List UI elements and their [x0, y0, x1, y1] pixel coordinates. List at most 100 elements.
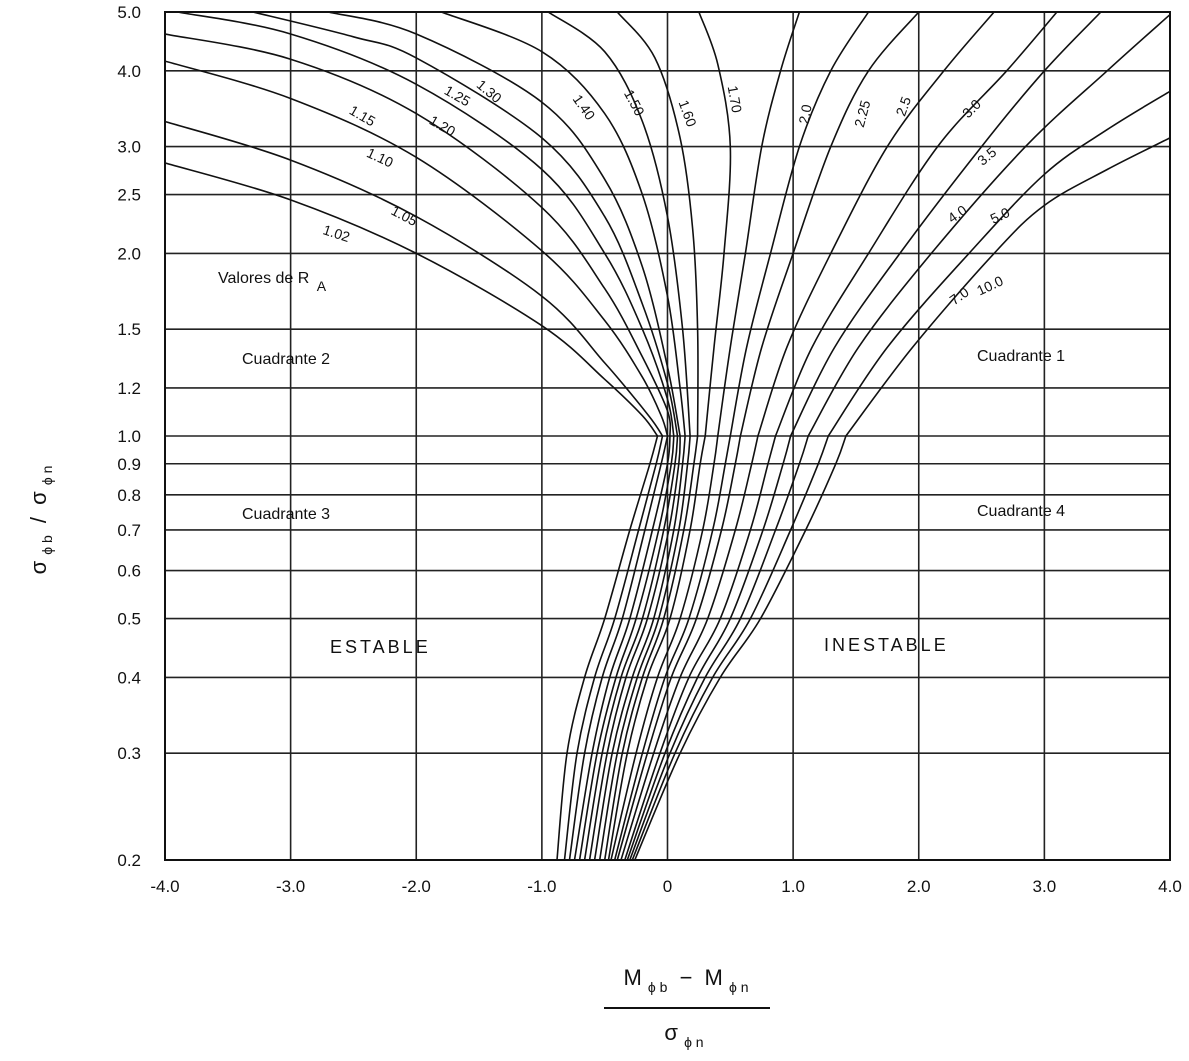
series-1.60	[603, 12, 699, 860]
series-title-sub: A	[317, 278, 327, 294]
plot-frame	[164, 11, 1171, 861]
series-lower-line	[573, 435, 671, 860]
x-axis-den-sub: ϕ n	[684, 1034, 704, 1050]
series-5.0	[629, 14, 1170, 860]
series-lower-line	[613, 435, 732, 860]
curve-value-label: 1.10	[364, 144, 396, 170]
series-upper-line	[252, 12, 679, 437]
series-lower-line	[616, 435, 742, 860]
series-1.15	[165, 33, 672, 860]
x-axis-numerator: M ϕ b − M ϕ n	[623, 965, 748, 997]
x-tick-label: -2.0	[402, 877, 431, 896]
series-upper-line	[739, 12, 920, 437]
x-axis-num-sub2: ϕ n	[729, 979, 749, 995]
y-tick-label: 4.0	[117, 62, 141, 81]
stable-label: ESTABLE	[330, 637, 431, 657]
series-1.02	[165, 162, 659, 860]
series-upper-line	[757, 12, 995, 437]
series-lower-line	[578, 435, 675, 860]
series-lower-line	[603, 435, 699, 860]
series-1.70	[607, 12, 732, 860]
series-title: Valores de R A	[218, 270, 327, 294]
series-upper-line	[807, 14, 1170, 437]
curve-value-label: 10.0	[974, 272, 1006, 298]
series-lower-line	[588, 435, 681, 860]
series-lower-line	[634, 435, 847, 860]
curve-labels: 1.021.051.101.15 1.201.25 1.301.40 1.50 1.60…	[321, 76, 1012, 308]
x-tick-label: 0	[663, 877, 672, 896]
y-tick-label: 1.0	[117, 427, 141, 446]
y-tick-label: 1.2	[117, 379, 141, 398]
x-axis-num-main2: M	[705, 965, 723, 990]
series-lower-line	[556, 435, 659, 860]
y-tick-label: 0.3	[117, 744, 141, 763]
x-axis-denominator: σ ϕ n	[664, 1020, 703, 1050]
curve-value-label: 2.5	[892, 94, 914, 118]
series-2.0	[610, 12, 801, 860]
series-upper-line	[789, 12, 1102, 437]
curve-value-label: 3.5	[974, 144, 999, 169]
series-upper-line	[845, 137, 1170, 437]
x-axis-title: M ϕ b − M ϕ n σ ϕ n	[604, 965, 770, 1050]
y-tick-label: 0.2	[117, 851, 141, 870]
y-tick-label: 0.9	[117, 455, 141, 474]
series-10.0	[634, 137, 1170, 860]
series-lower-line	[629, 435, 809, 860]
curve-value-label: 1.30	[474, 76, 505, 106]
curve-value-label: 1.02	[321, 221, 352, 245]
quadrant-3-label: Cuadrante 3	[242, 506, 330, 523]
y-axis-sub2: ϕ n	[39, 466, 55, 486]
series-lower-line	[626, 435, 792, 860]
series-upper-line	[717, 12, 801, 437]
x-axis-num-minus: −	[680, 965, 693, 990]
curve-value-label: 1.25	[442, 82, 474, 110]
curve-value-label: 2.25	[851, 98, 874, 129]
curve-value-label: 7.0	[947, 284, 972, 308]
curve-value-label: 1.70	[725, 84, 746, 114]
y-tick-label: 1.5	[117, 320, 141, 339]
y-tick-label: 0.8	[117, 486, 141, 505]
series-lower-line	[568, 435, 669, 860]
quadrant-2-label: Cuadrante 2	[242, 351, 330, 368]
y-tick-label: 2.0	[117, 244, 141, 263]
unstable-label: INESTABLE	[824, 635, 949, 655]
quadrant-4-label: Cuadrante 4	[977, 503, 1065, 520]
series-upper-line	[165, 60, 669, 437]
x-axis-den-main: σ	[664, 1020, 678, 1045]
y-tick-label: 3.0	[117, 138, 141, 157]
series-2.25	[613, 12, 870, 860]
series-upper-line	[165, 162, 659, 437]
series-lower-line	[563, 435, 664, 860]
y-tick-label: 0.5	[117, 610, 141, 629]
series-upper-line	[328, 12, 681, 437]
y-axis-main2: σ	[26, 491, 51, 505]
series-lower-line	[631, 435, 830, 860]
series-upper-line	[177, 12, 675, 437]
x-tick-label: -1.0	[527, 877, 556, 896]
y-tick-label: 5.0	[117, 3, 141, 22]
x-tick-label: -3.0	[276, 877, 305, 896]
series-upper-line	[165, 33, 672, 437]
quadrant-1-label: Cuadrante 1	[977, 348, 1065, 365]
x-tick-label: 1.0	[781, 877, 805, 896]
series-upper-line	[441, 12, 686, 437]
y-tick-label: 0.4	[117, 668, 141, 687]
series-lower-line	[598, 435, 691, 860]
series-1.05	[165, 120, 664, 860]
y-tick-label: 2.5	[117, 186, 141, 205]
series-upper-line	[729, 12, 870, 437]
series-lower-line	[610, 435, 719, 860]
curve-value-label: 1.60	[676, 98, 700, 129]
series-lower-line	[607, 435, 706, 860]
series-title-text: Valores de R	[218, 270, 309, 287]
series-upper-line	[774, 12, 1058, 437]
x-tick-label: 2.0	[907, 877, 931, 896]
series-upper-line	[698, 12, 732, 437]
curves	[165, 12, 1170, 860]
series-lower-line	[583, 435, 679, 860]
series-upper-line	[827, 90, 1170, 437]
series-lower-line	[624, 435, 777, 860]
tick-labels: -4.0 -3.0 -2.0 -1.0 0 1.0 2.0 3.0 4.0 0.2 0.3 0.4 0.…	[117, 3, 1181, 896]
x-tick-label: 4.0	[1158, 877, 1182, 896]
